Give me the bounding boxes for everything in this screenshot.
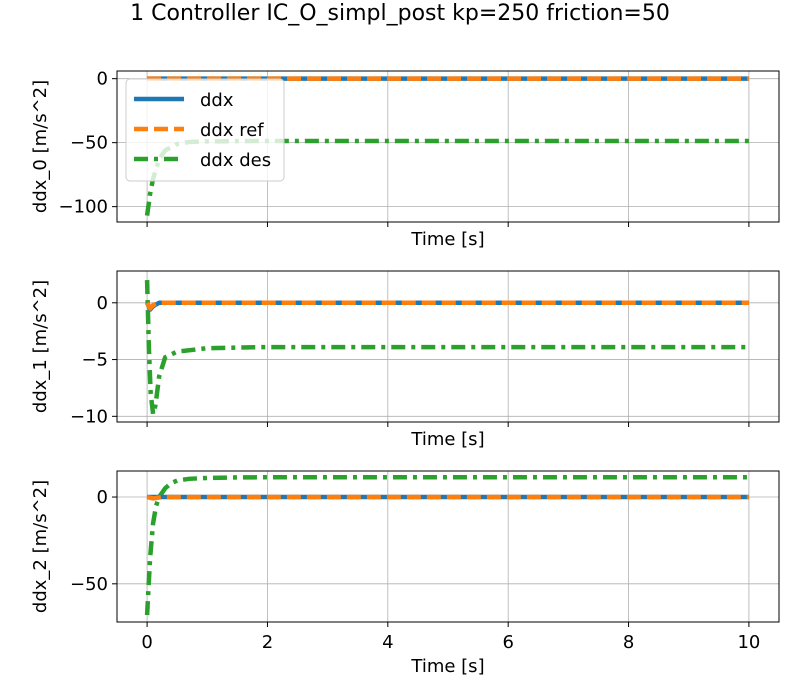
- legend: ddx ddx ref ddx des: [125, 78, 285, 182]
- legend-label: ddx des: [200, 150, 271, 171]
- series-line-ddx-des: [144, 280, 749, 417]
- y-tick-label: 0: [97, 487, 108, 508]
- axes-frame: [116, 70, 780, 223]
- x-tick-label: 6: [502, 632, 513, 653]
- legend-box: [125, 78, 285, 182]
- y-tick-label: −50: [70, 574, 108, 595]
- x-tick-label: 8: [623, 632, 634, 653]
- legend-label: ddx ref: [200, 120, 264, 141]
- x-axis-label: Time [s]: [410, 429, 484, 450]
- subplot-2: 0 2 4 6 8 10 0 −50 Time [s] ddx_2 [m/s^2]: [30, 470, 780, 677]
- y-tick-label: 0: [97, 293, 108, 314]
- series-line-ddx-des: [144, 475, 749, 616]
- y-axis-label: ddx_0 [m/s^2]: [30, 80, 51, 213]
- y-tick-label: −100: [59, 197, 108, 218]
- x-tick-label: 10: [737, 632, 760, 653]
- x-tick-label: 4: [382, 632, 393, 653]
- axes-frame: [116, 470, 780, 623]
- x-axis-label: Time [s]: [410, 229, 484, 250]
- series-line-ddx-ref: [145, 300, 749, 311]
- y-axis-label: ddx_1 [m/s^2]: [30, 280, 51, 413]
- y-axis-label: ddx_2 [m/s^2]: [30, 480, 51, 613]
- legend-label: ddx: [200, 90, 234, 111]
- x-tick-label: 0: [141, 632, 152, 653]
- y-tick-label: −50: [70, 133, 108, 154]
- y-tick-label: −10: [70, 406, 108, 427]
- series-line-ddx-ref: [146, 494, 749, 501]
- x-tick-label: 2: [262, 632, 273, 653]
- axes-frame: [116, 270, 780, 423]
- subplot-1: 0 −5 −10 Time [s] ddx_1 [m/s^2]: [30, 270, 780, 450]
- x-axis-label: Time [s]: [410, 656, 484, 677]
- y-tick-label: 0: [97, 69, 108, 90]
- figure-title: 1 Controller IC_O_simpl_post kp=250 fric…: [130, 1, 670, 26]
- y-tick-label: −5: [81, 350, 108, 371]
